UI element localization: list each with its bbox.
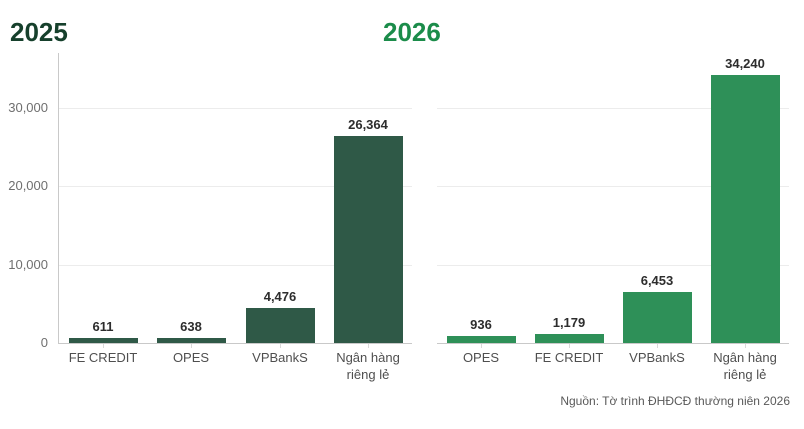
y-axis-line: [58, 53, 59, 344]
bar-column: 1,179: [525, 53, 613, 343]
y-gridline: [59, 265, 412, 266]
bar: [333, 136, 403, 343]
bar-column: 638: [147, 53, 235, 343]
bar-category-label: Ngân hàng riêng lẻ: [713, 350, 777, 382]
bar-value-label: 4,476: [263, 289, 297, 304]
x-axis-line: [437, 343, 789, 344]
bar-value-label: 611: [92, 319, 114, 334]
bar-column: 611: [59, 53, 147, 343]
bar-category-label: VPBankS: [629, 350, 685, 365]
bar: [245, 308, 315, 343]
bar-chart-2026: 936 OPES 1,179 FE CREDIT 6,453 VPBankS 34,240 N…: [437, 53, 789, 382]
bar-value-label: 638: [180, 319, 202, 334]
chart-title-2025: 2025: [10, 17, 68, 47]
bar-value-label: 1,179: [552, 315, 586, 330]
bar-column: 34,240: [701, 53, 789, 343]
bar: [156, 338, 226, 343]
bar-chart-2025: 0 10,000 20,000 30,000 611 FE CREDIT 638 OPES 4,…: [8, 53, 412, 382]
category-axis-tick: [745, 343, 746, 348]
bar-category-label: OPES: [462, 350, 500, 365]
bar-category-label: FE CREDIT: [68, 350, 138, 365]
bar: [446, 336, 516, 343]
y-axis-tick-label: 20,000: [8, 178, 48, 193]
category-axis-tick: [481, 343, 482, 348]
bar-column: 936: [437, 53, 525, 343]
category-axis-tick: [103, 343, 104, 348]
bar: [710, 75, 780, 343]
y-gridline: [59, 108, 412, 109]
bar-category-label: Ngân hàng riêng lẻ: [336, 350, 400, 382]
category-axis-tick: [657, 343, 658, 348]
bar: [622, 292, 692, 343]
y-gridline: [437, 265, 789, 266]
bar-column: 26,364: [324, 53, 412, 343]
bar-value-label: 936: [470, 317, 492, 332]
category-axis-tick: [191, 343, 192, 348]
category-axis-tick: [280, 343, 281, 348]
bar-value-label: 26,364: [348, 117, 388, 132]
y-gridline: [59, 186, 412, 187]
bar-category-label: FE CREDIT: [534, 350, 604, 365]
y-axis-tick-label: 0: [40, 335, 48, 350]
bar-category-label: OPES: [172, 350, 210, 365]
y-gridline: [437, 186, 789, 187]
bar-column: 4,476: [236, 53, 324, 343]
bar-column: 6,453: [613, 53, 701, 343]
bar-value-label: 34,240: [725, 56, 765, 71]
y-axis-tick-label: 30,000: [8, 100, 48, 115]
x-axis-line: [59, 343, 412, 344]
source-note: Nguồn: Tờ trình ĐHĐCĐ thường niên 2026: [560, 394, 790, 408]
category-axis-tick: [368, 343, 369, 348]
chart-title-2026: 2026: [383, 17, 441, 47]
y-axis-tick-label: 10,000: [8, 257, 48, 272]
bar: [534, 334, 604, 343]
category-axis-tick: [569, 343, 570, 348]
bar: [68, 338, 138, 343]
y-gridline: [437, 108, 789, 109]
bar-value-label: 6,453: [640, 273, 674, 288]
bar-category-label: VPBankS: [252, 350, 308, 365]
